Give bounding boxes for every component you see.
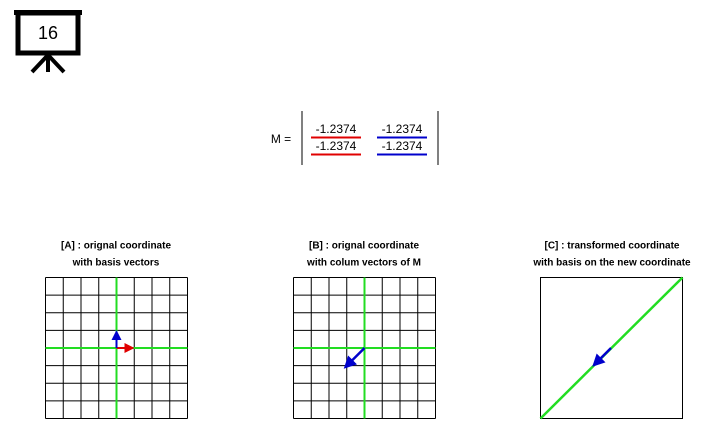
panel-title: with basis on the new coordinate	[532, 258, 691, 269]
matrix-label: M =	[271, 132, 291, 146]
panel-title: [A] : orignal coordinate	[61, 241, 171, 252]
slide-number: 16	[38, 23, 58, 43]
panel-c	[539, 276, 684, 420]
panel-title: with basis vectors	[72, 258, 160, 269]
panel-title: [B] : orignal coordinate	[309, 241, 419, 252]
panel-title: [C] : transformed coordinate	[544, 241, 679, 252]
matrix-cell: -1.2374	[382, 122, 423, 136]
column-vector	[343, 347, 366, 369]
panel-title: with colum vectors of M	[306, 258, 421, 269]
matrix-cell: -1.2374	[316, 122, 357, 136]
slide-icon: 16	[14, 10, 82, 74]
matrix-cell: -1.2374	[382, 139, 423, 153]
matrix: M = -1.2374 -1.2374 -1.2374 -1.2374	[271, 111, 439, 165]
grid-a	[45, 277, 188, 419]
matrix-cell: -1.2374	[316, 139, 357, 153]
grid-b	[293, 277, 436, 419]
